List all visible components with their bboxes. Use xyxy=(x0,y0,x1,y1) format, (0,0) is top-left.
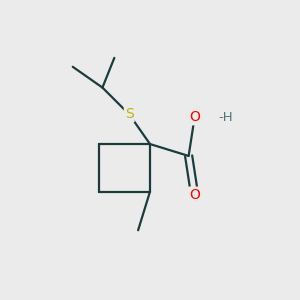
Text: O: O xyxy=(189,110,200,124)
Text: -H: -H xyxy=(218,111,233,124)
Text: O: O xyxy=(189,188,200,202)
Text: S: S xyxy=(125,107,134,121)
